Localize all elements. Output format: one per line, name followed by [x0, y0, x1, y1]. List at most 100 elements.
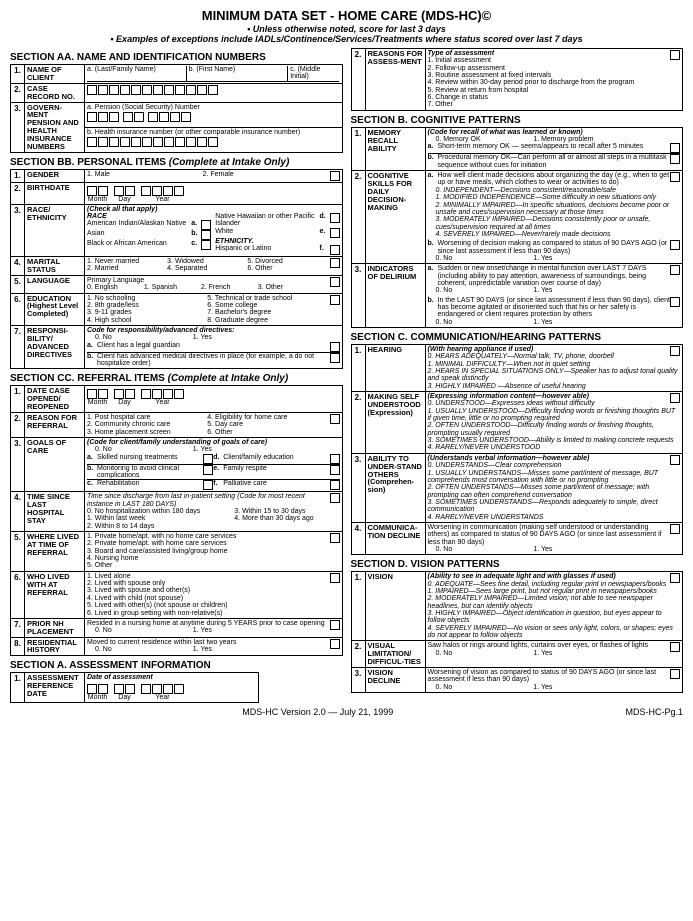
c3-lbl: ABILITY TO UNDER-STAND OTHERS (Comprehen… [365, 453, 425, 522]
bb6-box[interactable] [330, 295, 340, 305]
cc3-num: 3. [11, 437, 25, 491]
aa3a[interactable]: a. Pension (Social Security) Number [85, 102, 343, 127]
b1-lbl: MEMORY RECALL ABILITY [365, 127, 425, 170]
section-c: 1. HEARING (With hearing appliance if us… [351, 344, 684, 555]
bb5-num: 5. [11, 275, 25, 293]
aa2-num: 2. [11, 83, 25, 102]
d3-lbl: VISION DECLINE [365, 668, 425, 693]
aa2-lbl: CASE RECORD NO. [25, 83, 85, 102]
c3-box[interactable] [670, 455, 680, 465]
cc1-num: 1. [11, 386, 25, 413]
d1-box[interactable] [670, 573, 680, 583]
d2-body: Saw halos or rings around lights, curtai… [425, 641, 683, 668]
d2-box[interactable] [670, 642, 680, 652]
cc4-num: 4. [11, 492, 25, 532]
section-a: 1. ASSESSMENT REFERENCE DATE Date of ass… [10, 672, 259, 702]
c2-lbl: MAKING SELF UNDERSTOOD (Expression) [365, 392, 425, 454]
c4-num: 4. [351, 522, 365, 554]
bb6-body: 1. No schooling5. Technical or trade sch… [85, 293, 343, 325]
b2-body: a.How well client made decisions about o… [425, 171, 683, 264]
a2-lbl: REASONS FOR ASSESS-MENT [365, 49, 425, 111]
bb7-num: 7. [11, 325, 25, 368]
c4-box[interactable] [670, 524, 680, 534]
bb4-box[interactable] [330, 258, 340, 268]
bb5-lbl: LANGUAGE [25, 275, 85, 293]
c2-body: (Expressing information content—however … [425, 392, 683, 454]
bb1-box[interactable] [330, 171, 340, 181]
aa3b[interactable]: b. Health insurance number (or other com… [85, 127, 343, 152]
aa3-lbl: GOVERN-MENT PENSION AND HEALTH INSURANCE… [25, 102, 85, 152]
page-title: MINIMUM DATA SET - HOME CARE (MDS-HC)© [10, 8, 683, 23]
b2-lbl: COGNITIVE SKILLS FOR DAILY DECISION-MAKI… [365, 171, 425, 264]
bb4-lbl: MARITAL STATUS [25, 257, 85, 276]
c2-box[interactable] [670, 393, 680, 403]
a2-body: Type of assessment 1. Initial assessment… [425, 49, 683, 111]
c1-box[interactable] [670, 346, 680, 356]
aa1-last[interactable]: a. (Last/Family Name) [87, 66, 186, 82]
cc8-lbl: RESIDENTIAL HISTORY [25, 637, 85, 656]
cc8-body: Moved to current residence within last t… [85, 637, 343, 656]
b3-lbl: INDICATORS OF DELIRIUM [365, 264, 425, 328]
cc5-lbl: WHERE LIVED AT TIME OF REFERRAL [25, 532, 85, 572]
bb6-num: 6. [11, 293, 25, 325]
d1-body: (Ability to see in adequate light and wi… [425, 572, 683, 641]
cc2-box[interactable] [330, 414, 340, 424]
cc4-box[interactable] [330, 493, 340, 503]
section-a-title: SECTION A. ASSESSMENT INFORMATION [10, 660, 343, 671]
section-b-title: SECTION B. COGNITIVE PATTERNS [351, 115, 684, 126]
section-aa: 1. NAME OF CLIENT a. (Last/Family Name) … [10, 64, 343, 153]
c3-body: (Understands verbal information—however … [425, 453, 683, 522]
cc7-box[interactable] [330, 620, 340, 630]
cc3-body: (Code for client/family understanding of… [85, 437, 343, 491]
bb2-lbl: BIRTHDATE [25, 182, 85, 204]
page-subtitle-2: • Examples of exceptions include IADLs/C… [10, 34, 683, 44]
aa1-body: a. (Last/Family Name) b. (First Name) c.… [85, 65, 343, 84]
cc1-lbl: DATE CASE OPENED/ REOPENED [25, 386, 85, 413]
b3-body: a.Sudden or new onset/change in mental f… [425, 264, 683, 328]
b1-body: (Code for recall of what was learned or … [425, 127, 683, 170]
section-bb: 1. GENDER 1. Male 2. Female 2. BIRTHDATE… [10, 169, 343, 370]
bb1-body: 1. Male 2. Female [85, 169, 343, 182]
cc3-lbl: GOALS OF CARE [25, 437, 85, 491]
footer-version: MDS-HC Version 2.0 — July 21, 1999 [10, 707, 625, 717]
cc2-lbl: REASON FOR REFERRAL [25, 412, 85, 437]
section-cc-title: SECTION CC. REFERRAL ITEMS (Complete at … [10, 373, 343, 384]
c3-num: 3. [351, 453, 365, 522]
a2-box[interactable] [670, 50, 680, 60]
bb3-lbl: RACE/ ETHNICITY [25, 204, 85, 256]
d1-lbl: VISION [365, 572, 425, 641]
bb5-box[interactable] [330, 277, 340, 287]
cc5-body: 1. Private home/apt. with no home care s… [85, 532, 343, 572]
bb1-num: 1. [11, 169, 25, 182]
bb4-num: 4. [11, 257, 25, 276]
d1-num: 1. [351, 572, 365, 641]
cc7-lbl: PRIOR NH PLACEMENT [25, 618, 85, 637]
bb2-body[interactable]: Month Day Year [85, 182, 343, 204]
aa1-mi[interactable]: c. (Middle Initial) [287, 66, 339, 82]
cc8-box[interactable] [330, 639, 340, 649]
cc6-lbl: WHO LIVED WITH AT REFERRAL [25, 571, 85, 618]
cc6-box[interactable] [330, 573, 340, 583]
section-cc: 1. DATE CASE OPENED/ REOPENED Month Day … [10, 385, 343, 656]
page-subtitle-1: • Unless otherwise noted, score for last… [10, 24, 683, 34]
cc7-body: Resided in a nursing home at anytime dur… [85, 618, 343, 637]
cc5-box[interactable] [330, 533, 340, 543]
bb2-num: 2. [11, 182, 25, 204]
bb3-num: 3. [11, 204, 25, 256]
b3-num: 3. [351, 264, 365, 328]
aa2-body[interactable] [85, 83, 343, 102]
aa1-first[interactable]: b. (First Name) [186, 66, 288, 82]
cc2-num: 2. [11, 412, 25, 437]
section-d: 1. VISION (Ability to see in adequate li… [351, 571, 684, 693]
section-bb-title: SECTION BB. PERSONAL ITEMS (Complete at … [10, 157, 343, 168]
bb4-body: 1. Never married3. Widowed5. Divorced 2.… [85, 257, 343, 276]
c1-num: 1. [351, 345, 365, 392]
d3-box[interactable] [670, 669, 680, 679]
cc1-body[interactable]: Month Day Year [85, 386, 343, 413]
d2-lbl: VISUAL LIMITATION/ DIFFICUL-TIES [365, 641, 425, 668]
a1-body[interactable]: Date of assessment Month Day Year [85, 673, 259, 702]
aa1-lbl: NAME OF CLIENT [25, 65, 85, 84]
b1-num: 1. [351, 127, 365, 170]
c4-body: Worsening in communication (making self … [425, 522, 683, 554]
section-c-title: SECTION C. COMMUNICATION/HEARING PATTERN… [351, 332, 684, 343]
